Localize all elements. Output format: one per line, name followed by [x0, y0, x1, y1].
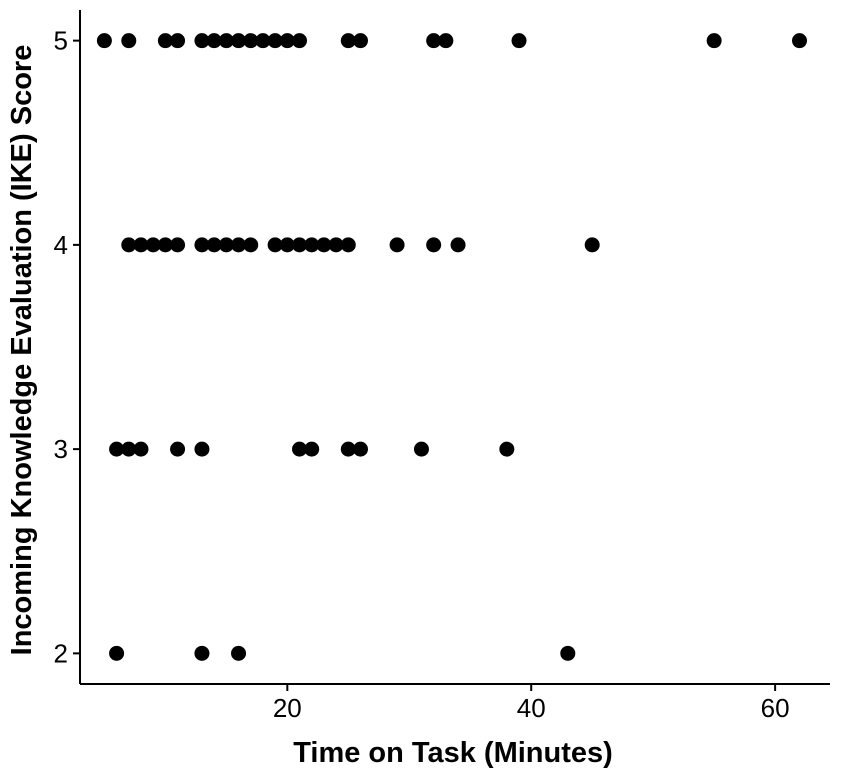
data-point	[267, 33, 283, 49]
data-point	[560, 645, 576, 661]
data-point	[255, 33, 271, 49]
data-point	[121, 33, 137, 49]
data-point	[499, 441, 515, 457]
y-tick-label: 3	[54, 434, 68, 464]
data-point	[231, 33, 247, 49]
data-point	[206, 237, 222, 253]
data-point	[218, 237, 234, 253]
data-point	[292, 237, 308, 253]
data-point	[340, 237, 356, 253]
data-point	[145, 237, 161, 253]
y-tick-label: 4	[54, 230, 68, 260]
data-point	[279, 33, 295, 49]
data-point	[157, 237, 173, 253]
data-point	[340, 33, 356, 49]
data-point	[706, 33, 722, 49]
data-point	[304, 441, 320, 457]
x-axis-title: Time on Task (Minutes)	[293, 737, 613, 769]
data-point	[133, 441, 149, 457]
y-axis-ticks: 2 3 4 5	[54, 26, 80, 668]
data-point	[170, 237, 186, 253]
data-point	[352, 441, 368, 457]
data-point	[133, 237, 149, 253]
data-point	[328, 237, 344, 253]
data-point	[316, 237, 332, 253]
points-layer	[96, 33, 808, 661]
data-point	[157, 33, 173, 49]
data-point	[438, 33, 454, 49]
data-point	[413, 441, 429, 457]
data-point	[511, 33, 527, 49]
data-point	[194, 33, 210, 49]
data-point	[194, 441, 210, 457]
y-axis-title: Incoming Knowledge Evaluation (IKE) Scor…	[6, 45, 38, 656]
data-point	[109, 645, 125, 661]
y-tick-label: 2	[54, 638, 68, 668]
data-point	[206, 33, 222, 49]
data-point	[584, 237, 600, 253]
data-point	[243, 33, 259, 49]
data-point	[426, 33, 442, 49]
x-axis-ticks: 20 40 60	[273, 684, 790, 723]
data-point	[389, 237, 405, 253]
data-point	[279, 237, 295, 253]
data-point	[121, 237, 137, 253]
data-point	[231, 645, 247, 661]
data-point	[426, 237, 442, 253]
data-point	[340, 441, 356, 457]
data-point	[450, 237, 466, 253]
data-point	[170, 33, 186, 49]
data-point	[121, 441, 137, 457]
data-point	[792, 33, 808, 49]
data-point	[194, 645, 210, 661]
y-tick-label: 5	[54, 26, 68, 56]
data-point	[218, 33, 234, 49]
x-tick-label: 60	[761, 693, 790, 723]
data-point	[243, 237, 259, 253]
x-tick-label: 20	[273, 693, 302, 723]
data-point	[352, 33, 368, 49]
x-tick-label: 40	[517, 693, 546, 723]
data-point	[304, 237, 320, 253]
data-point	[170, 441, 186, 457]
data-point	[231, 237, 247, 253]
data-point	[292, 33, 308, 49]
data-point	[109, 441, 125, 457]
data-point	[292, 441, 308, 457]
data-point	[267, 237, 283, 253]
data-point	[96, 33, 112, 49]
data-point	[194, 237, 210, 253]
